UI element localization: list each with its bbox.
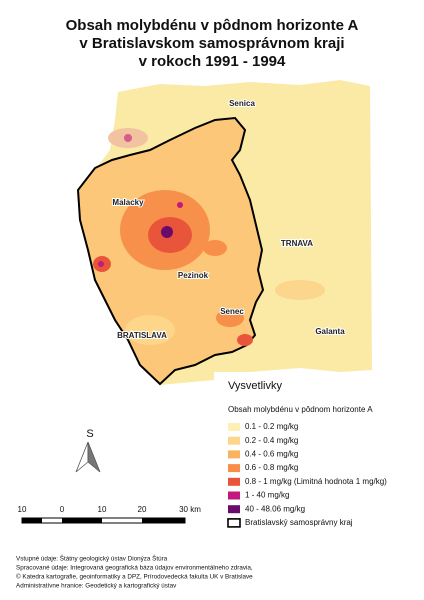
- legend-label: 0.8 - 1 mg/kg (Limitná hodnota 1 mg/kg): [245, 477, 387, 486]
- north-arrow: S: [75, 428, 101, 473]
- scale-label: 0: [60, 505, 65, 514]
- legend-swatch: [228, 491, 240, 500]
- legend-swatch: [228, 505, 240, 514]
- scale-label: 20: [138, 505, 147, 514]
- legend-swatch: [227, 518, 241, 528]
- place-label: Galanta: [315, 327, 345, 336]
- legend-subtitle: Obsah molybdénu v pôdnom horizonte A: [228, 405, 373, 414]
- area: [216, 309, 244, 327]
- area: [125, 315, 175, 345]
- legend-swatch: [228, 436, 240, 445]
- north-label: S: [86, 428, 93, 440]
- place-label: Senec: [220, 307, 244, 316]
- legend-label: 1 - 40 mg/kg: [245, 491, 289, 500]
- hotspot: [177, 202, 183, 208]
- title-line: v rokoch 1991 - 1994: [139, 53, 286, 70]
- source-line: Administratívne hranice: Geodetický a ka…: [16, 583, 177, 590]
- hotspot: [98, 261, 104, 267]
- area: [275, 280, 325, 300]
- legend-box: [215, 372, 424, 538]
- legend-label: Bratislavský samosprávny kraj: [245, 518, 353, 527]
- title-line: Obsah molybdénu v pôdnom horizonte A: [66, 17, 359, 34]
- place-label: Senica: [229, 99, 255, 108]
- scale-segment: [22, 518, 42, 523]
- area: [203, 240, 227, 256]
- scale-label: 10: [18, 505, 27, 514]
- source-line: © Katedra kartografie, geoinformatiky a …: [16, 573, 253, 581]
- map: Senica Malacky TRNAVA Pezinok Senec BRAT…: [76, 80, 372, 386]
- legend-swatch: [228, 464, 240, 473]
- legend-heading: Vysvetlivky: [228, 380, 282, 392]
- legend-label: 40 - 48.06 mg/kg: [245, 504, 305, 513]
- place-label: BRATISLAVA: [117, 331, 167, 340]
- area: [237, 334, 253, 346]
- legend-swatch: [228, 450, 240, 459]
- place-label: Malacky: [112, 198, 144, 207]
- legend: Vysvetlivky Obsah molybdénu v pôdnom hor…: [215, 372, 424, 538]
- scale-segment: [142, 518, 185, 523]
- legend-label: 0.1 - 0.2 mg/kg: [245, 422, 298, 431]
- sources: Vstupné údaje: Štátny geologický ústav D…: [16, 554, 253, 590]
- legend-swatch: [228, 477, 240, 486]
- hotspot: [124, 134, 132, 142]
- scale-label: 10: [98, 505, 107, 514]
- legend-label: 0.6 - 0.8 mg/kg: [245, 463, 298, 472]
- arrow-half: [75, 441, 89, 473]
- scale-segment: [62, 518, 102, 523]
- scale-label: 30 km: [179, 505, 201, 514]
- place-label: Pezinok: [178, 271, 209, 280]
- source-line: Spracované údaje: Integrovaná geografick…: [16, 565, 253, 572]
- hotspot: [161, 226, 173, 238]
- source-line: Vstupné údaje: Štátny geologický ústav D…: [16, 554, 168, 563]
- place-label: TRNAVA: [281, 239, 313, 248]
- arrow-half: [87, 441, 101, 473]
- legend-swatch: [228, 423, 240, 431]
- legend-label: 0.2 - 0.4 mg/kg: [245, 436, 298, 445]
- legend-label: 0.4 - 0.6 mg/kg: [245, 450, 298, 459]
- scale-bar: 10 0 10 20 30 km: [18, 505, 201, 524]
- title-line: v Bratislavskom samosprávnom kraji: [79, 35, 344, 52]
